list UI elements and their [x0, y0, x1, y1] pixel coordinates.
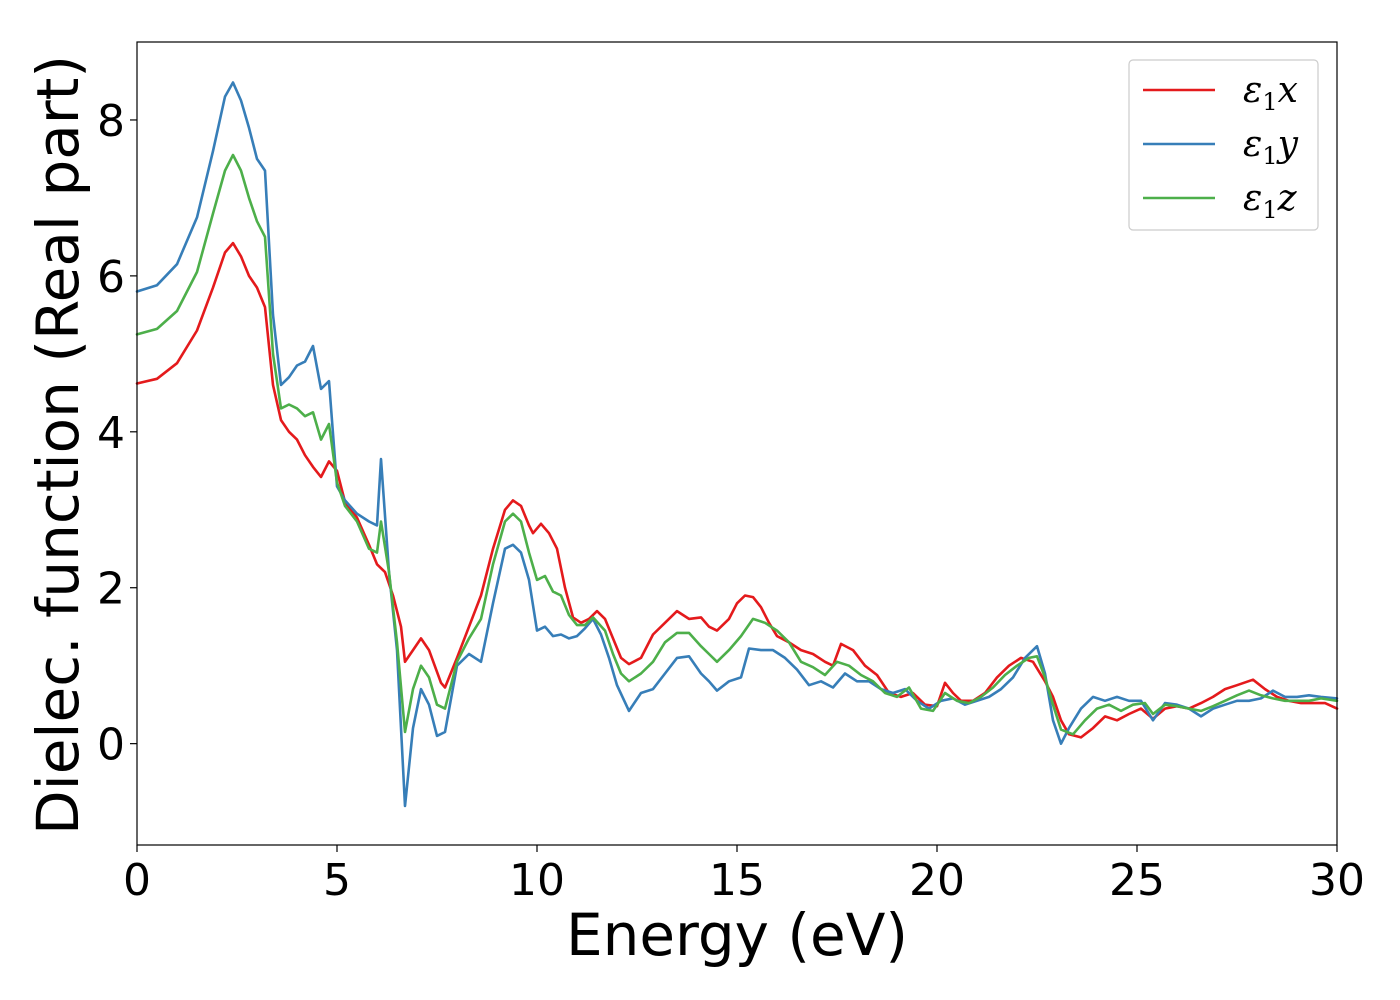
y-axis-title: Dielec. function (Real part) [24, 55, 92, 835]
x-axis-title: Energy (eV) [566, 901, 908, 969]
y-tick-label: 6 [97, 252, 125, 303]
x-tick-label: 5 [323, 855, 351, 906]
legend-label-y: ε1y [1243, 124, 1299, 170]
x-tick-label: 25 [1109, 855, 1165, 906]
series-line-z [135, 153, 1339, 736]
axis-ticks: 0 5 10 15 20 25 30 0 2 4 6 8 [97, 96, 1365, 906]
y-tick-label: 4 [97, 408, 125, 459]
y-tick-label: 8 [97, 96, 125, 147]
x-tick-label: 20 [909, 855, 965, 906]
x-tick-label: 15 [709, 855, 765, 906]
y-tick-label: 0 [97, 720, 125, 771]
legend-label-x: ε1x [1243, 70, 1298, 116]
y-tick-label: 2 [97, 564, 125, 615]
plot-frame [136, 41, 1338, 846]
legend-box [1128, 59, 1319, 231]
x-tick-label: 0 [123, 855, 151, 906]
series-line-x [135, 241, 1339, 739]
x-tick-label: 30 [1309, 855, 1365, 906]
x-tick-label: 10 [509, 855, 565, 906]
series-lines [135, 81, 1339, 808]
legend-label-z: ε1z [1243, 178, 1298, 224]
legend: ε1x ε1y ε1z [1128, 59, 1319, 231]
